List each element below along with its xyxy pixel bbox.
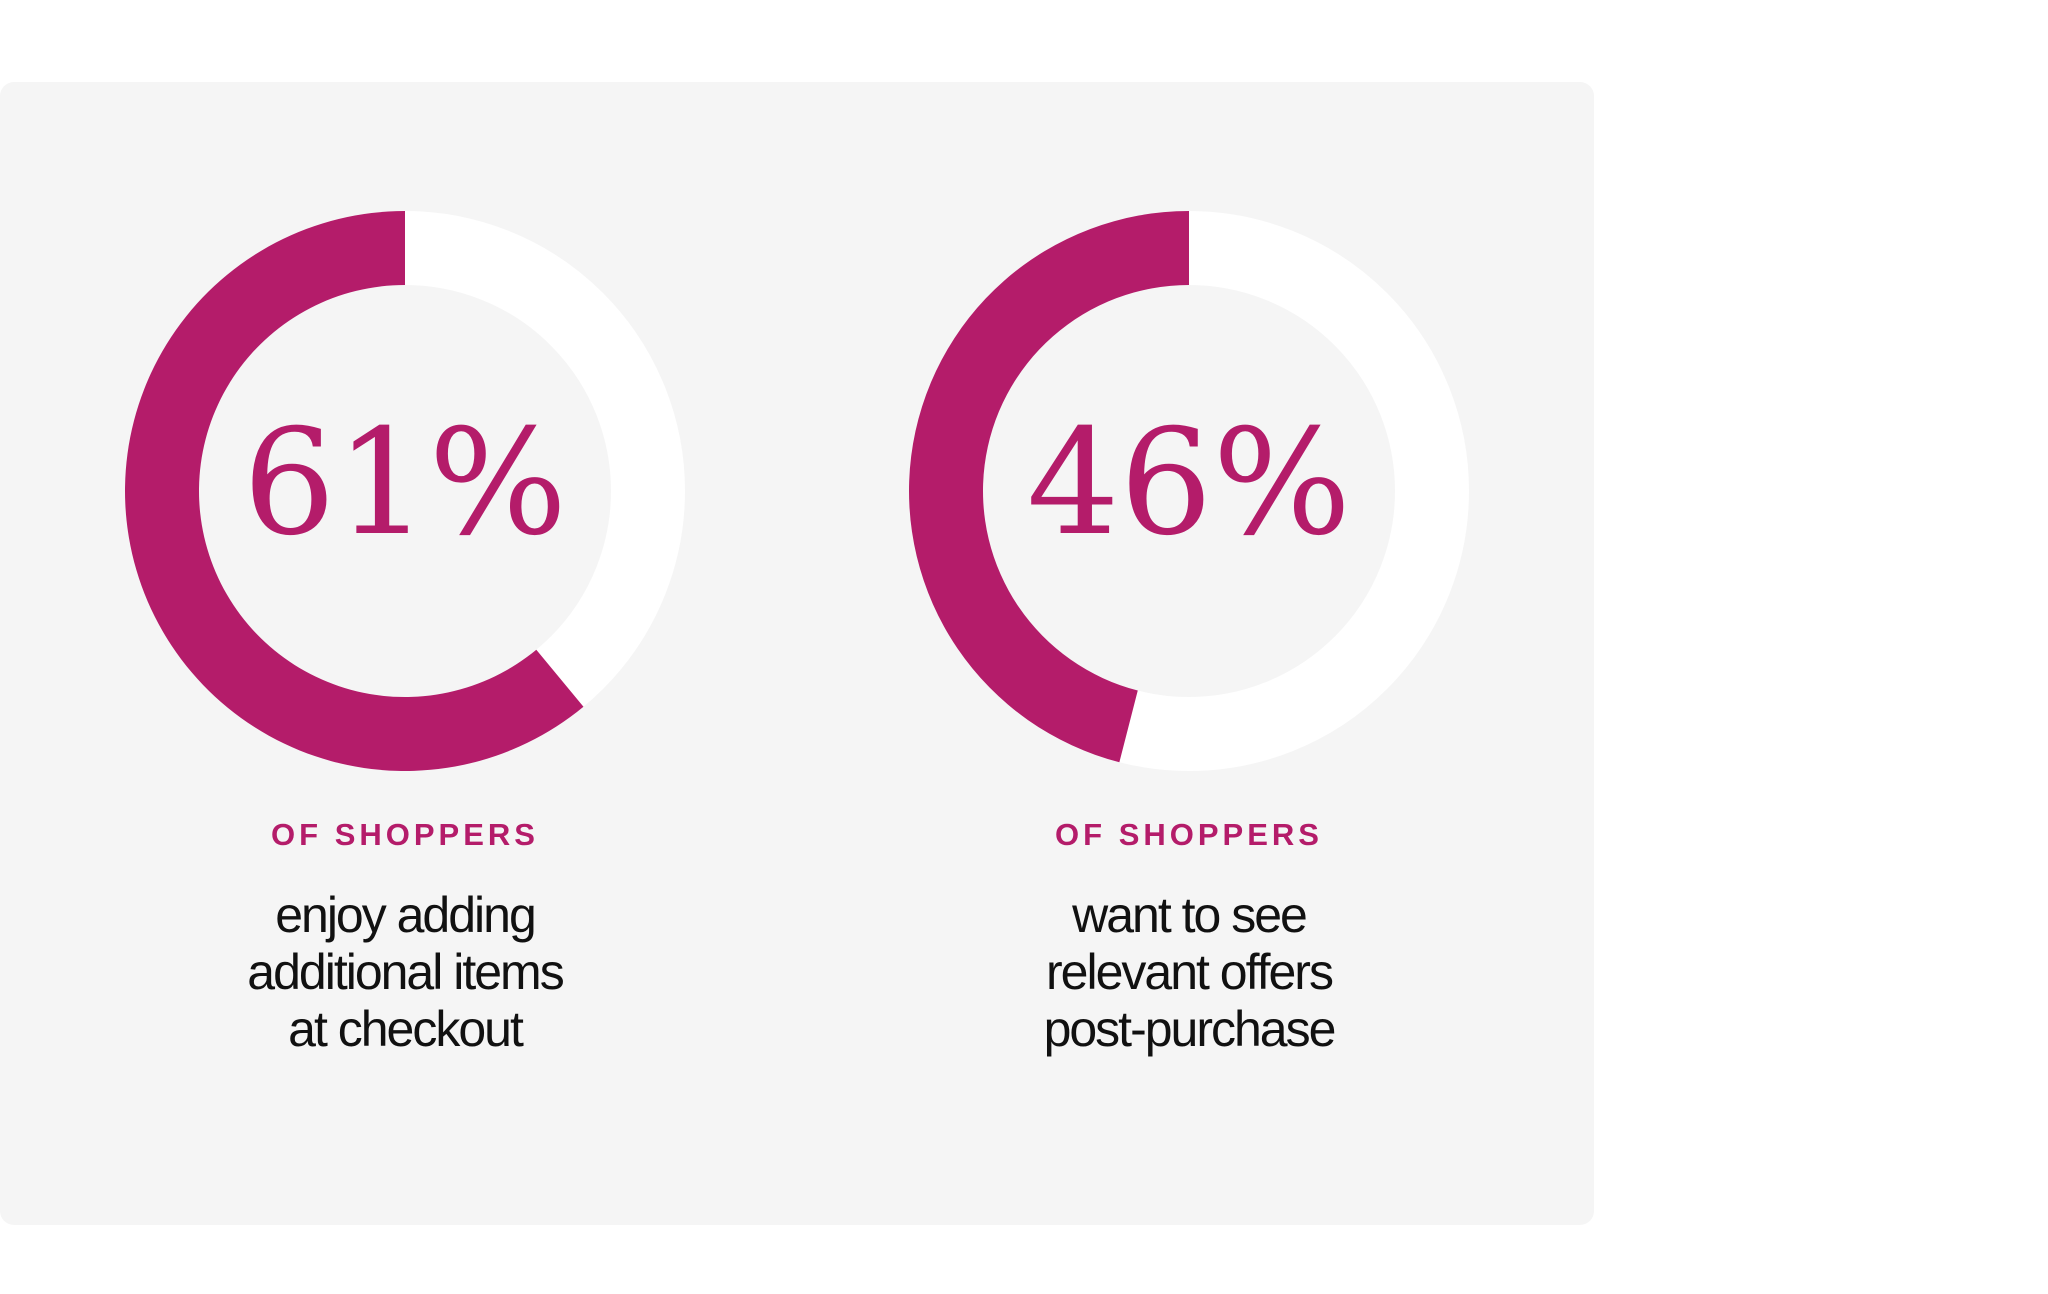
card: [0, 82, 1594, 1225]
subtitle: OF SHOPPERS: [1055, 817, 1323, 852]
caption-line: at checkout: [288, 1001, 524, 1057]
caption-line: additional items: [247, 944, 563, 1000]
caption-line: want to see: [1071, 887, 1306, 943]
subtitle: OF SHOPPERS: [271, 817, 539, 852]
percent-label: 61%: [243, 398, 568, 568]
caption-line: post-purchase: [1044, 1001, 1335, 1057]
donut-segment: [909, 211, 1189, 763]
percent-label: 46%: [1027, 398, 1352, 568]
donut-segment: [125, 211, 584, 772]
caption-line: relevant offers: [1046, 944, 1333, 1000]
caption-line: enjoy adding: [275, 887, 535, 943]
